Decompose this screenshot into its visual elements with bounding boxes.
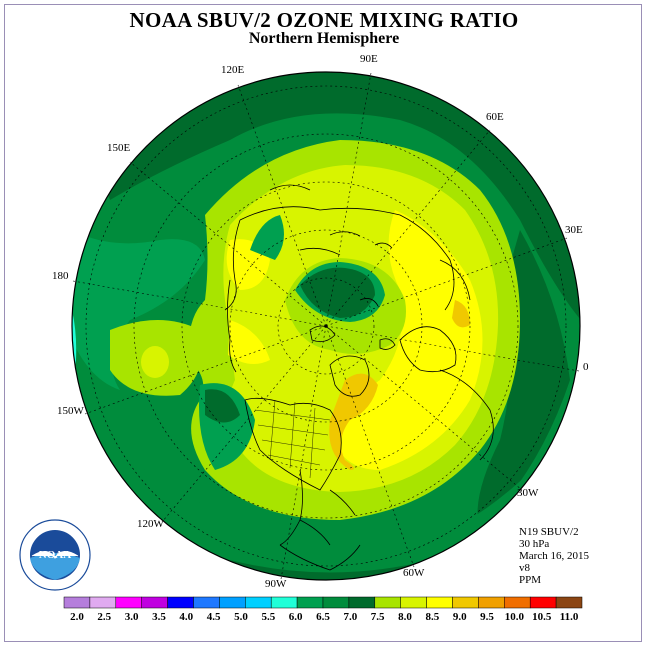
info-version: v8 [519, 562, 530, 574]
noaa-logo: NOAA [19, 519, 91, 591]
colorbar-swatch [478, 596, 505, 609]
colorbar: 2.0 2.5 3.0 3.5 4.0 4.5 5.0 5.5 6.0 6.5 7.0 7.5 8.0 8… [63, 596, 583, 623]
longitude-labels: 90E 60E 30E 0 30W 60W 90W 120W 150W 180 … [52, 53, 589, 590]
colorbar-tick-label: 2.0 [70, 611, 84, 623]
lon-label-90e: 90E [360, 53, 378, 65]
colorbar-tick-label: 11.0 [560, 611, 579, 623]
lon-label-180: 180 [52, 270, 69, 282]
colorbar-tick-label: 5.0 [234, 611, 248, 623]
colorbar-tick-label: 8.0 [398, 611, 412, 623]
colorbar-swatch [504, 596, 531, 609]
colorbar-swatch [348, 596, 376, 609]
colorbar-swatch [89, 596, 117, 609]
map-boundary [71, 71, 581, 581]
colorbar-swatch [219, 596, 246, 609]
colorbar-swatch [322, 596, 350, 609]
lon-label-150e: 150E [107, 142, 131, 154]
latitude-circles [85, 85, 567, 567]
colorbar-tick-label: 2.5 [97, 611, 111, 623]
colorbar-swatch [296, 596, 324, 609]
lon-label-90w: 90W [265, 578, 287, 590]
colorbar-tick-label: 5.5 [261, 611, 275, 623]
info-date: March 16, 2015 [519, 550, 589, 562]
colorbar-swatch [141, 596, 168, 609]
figure-frame [4, 4, 642, 642]
colorbar-tick-label: 3.5 [152, 611, 166, 623]
colorbar-tick-label: 3.0 [125, 611, 139, 623]
colorbar-swatch [529, 596, 557, 609]
colorbar-tick-label: 10.5 [532, 611, 552, 623]
colorbar-swatch [115, 596, 142, 609]
info-units: PPM [519, 574, 542, 586]
ozone-field [72, 72, 580, 580]
lon-label-30w: 30W [517, 487, 539, 499]
colorbar-swatch [452, 596, 479, 609]
lon-label-60e: 60E [486, 111, 504, 123]
product-info: N19 SBUV/2 30 hPa March 16, 2015 v8 PPM [519, 526, 589, 586]
colorbar-swatch [167, 596, 194, 609]
colorbar-swatch [63, 596, 91, 609]
colorbar-tick-label: 10.0 [505, 611, 525, 623]
colorbar-swatch [245, 596, 272, 609]
colorbar-tick-label: 4.0 [179, 611, 193, 623]
colorbar-tick-label: 4.5 [207, 611, 221, 623]
lon-label-150w: 150W [57, 405, 85, 417]
noaa-logo-text: NOAA [39, 549, 71, 561]
colorbar-tick-label: 9.5 [480, 611, 494, 623]
colorbar-tick-label: 6.0 [289, 611, 303, 623]
info-satellite: N19 SBUV/2 [519, 526, 579, 538]
colorbar-tick-label: 7.5 [371, 611, 385, 623]
map-subtitle: Northern Hemisphere [248, 30, 400, 47]
colorbar-swatch [374, 596, 401, 609]
colorbar-tick-label: 6.5 [316, 611, 330, 623]
colorbar-swatch [426, 596, 453, 609]
colorbar-swatch [400, 596, 427, 609]
lon-label-0: 0 [583, 361, 589, 373]
lon-label-120e: 120E [221, 64, 245, 76]
info-level: 30 hPa [519, 538, 550, 550]
colorbar-tick-label: 7.0 [343, 611, 357, 623]
colorbar-swatch [270, 596, 298, 609]
political-boundaries [254, 399, 331, 479]
colorbar-swatch [555, 596, 583, 609]
coastlines [224, 184, 494, 571]
colorbar-tick-label: 8.5 [425, 611, 439, 623]
lon-label-60w: 60W [403, 567, 425, 579]
lon-label-30e: 30E [565, 224, 583, 236]
colorbar-swatch [193, 596, 220, 609]
map-title: NOAA SBUV/2 OZONE MIXING RATIO [129, 8, 519, 32]
lon-label-120w: 120W [137, 518, 165, 530]
colorbar-tick-label: 9.0 [453, 611, 467, 623]
